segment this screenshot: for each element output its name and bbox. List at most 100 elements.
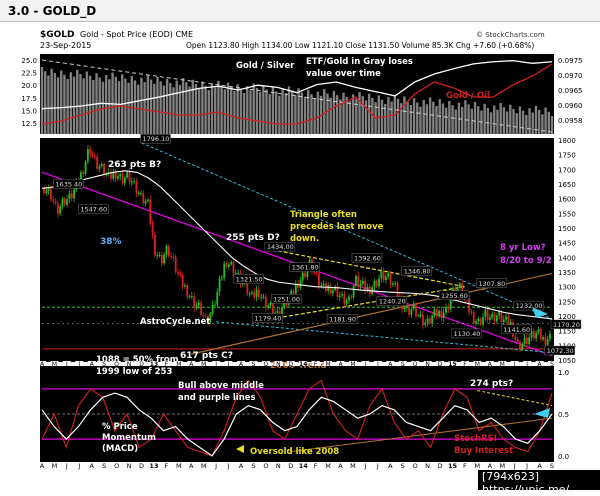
candle-body — [255, 289, 258, 298]
candle-body — [419, 314, 422, 316]
price-label-box — [438, 290, 470, 301]
candle-body — [408, 306, 410, 315]
candle-body — [126, 172, 129, 178]
price-label-box — [451, 328, 482, 339]
price-month-tick: O — [413, 361, 418, 368]
candle-body — [482, 316, 484, 325]
ratio-left-tick: 25.0 — [21, 57, 37, 65]
annotation-8yr-low: 8 yr Low? 8/20 to 9/2 — [500, 243, 552, 266]
annotation-astrocycle: AstroCycle.net — [140, 317, 210, 327]
month-tick-bg — [199, 361, 208, 366]
price-month-tick: F — [165, 361, 169, 368]
candle-body — [241, 283, 244, 285]
price-month-tick: S — [102, 361, 106, 368]
candle-body — [144, 200, 147, 204]
candle-body — [50, 188, 52, 200]
month-tick: S — [401, 462, 405, 470]
price-month-tick: A — [388, 361, 393, 368]
annotation-274-pts: 274 pts? — [470, 379, 513, 389]
month-tick: S — [102, 462, 106, 470]
month-tick-bg — [274, 361, 283, 366]
candle-body — [528, 337, 531, 344]
month-tick: J — [214, 462, 217, 470]
ratio-left-tick: 20.0 — [21, 82, 37, 90]
candle-body — [544, 337, 547, 345]
gold-oil-label: Gold / Oil — [446, 91, 490, 101]
price-label: 1181.90 — [329, 315, 356, 323]
candle-body — [415, 303, 417, 316]
candle-body — [251, 292, 253, 294]
candle-body — [475, 321, 477, 324]
price-label-box — [513, 300, 544, 311]
symbol-desc: Gold - Spot Price (EOD) CME — [80, 30, 193, 39]
candle-body — [525, 337, 528, 344]
price-month-tick: M — [326, 361, 331, 368]
watermark: [794x623] https://upic.me/ — [478, 470, 600, 496]
candle-body — [375, 280, 378, 287]
month-tick: S — [550, 462, 554, 470]
candle-body — [327, 285, 330, 291]
price-y-tick: 1600 — [558, 196, 576, 204]
candle-body — [70, 193, 73, 199]
month-tick-bg — [311, 361, 320, 366]
candle-body — [211, 304, 214, 314]
candle-body — [493, 314, 496, 322]
candle-body — [103, 163, 105, 175]
ratio-left-tick: 15.0 — [21, 107, 37, 115]
candle-body — [502, 319, 505, 322]
price-month-tick: O — [264, 361, 269, 368]
candle-body — [438, 310, 440, 317]
candle-body — [154, 234, 156, 256]
month-tick-bg — [224, 361, 233, 366]
price-month-tick: J — [364, 361, 367, 368]
month-tick: D — [288, 462, 293, 470]
month-tick: A — [40, 462, 45, 470]
candle-body — [468, 298, 471, 312]
candle-body — [86, 149, 89, 162]
candle-body — [345, 300, 348, 304]
price-month-tick: J — [525, 361, 528, 368]
candle-body — [519, 342, 521, 350]
month-tick-bg — [411, 361, 420, 366]
month-tick-bg — [149, 361, 158, 366]
momentum-yellow-line — [477, 390, 553, 407]
candle-body — [292, 290, 295, 294]
candle-body — [167, 245, 170, 257]
candle-body — [276, 311, 279, 313]
candle-body — [442, 312, 445, 319]
candle-body — [267, 305, 270, 308]
month-tick-bg — [324, 361, 333, 366]
month-tick: D — [139, 462, 144, 470]
candle-body — [225, 263, 228, 267]
window-title: 3.0 - GOLD_D — [0, 0, 600, 22]
candle-body — [318, 273, 320, 286]
momentum-y-tick: 0.5 — [558, 411, 569, 419]
candle-body — [352, 285, 355, 298]
annotation-2000-trend: 2000 Trend — [270, 361, 327, 371]
candle-body — [495, 315, 498, 322]
moving-average-line — [41, 170, 553, 320]
price-label-box — [351, 253, 383, 263]
candle-body — [216, 291, 219, 305]
price-label: 1392.60 — [354, 254, 381, 262]
price-label: 1232.00 — [516, 302, 543, 310]
month-tick: O — [263, 462, 268, 470]
price-month-tick: A — [239, 361, 244, 368]
month-tick-bg — [386, 361, 395, 366]
month-tick: 14 — [299, 462, 309, 470]
candle-body — [433, 309, 436, 316]
month-tick: M — [52, 462, 58, 470]
price-label-box — [252, 313, 283, 323]
month-tick-bg — [38, 361, 46, 366]
month-tick: D — [438, 462, 443, 470]
candle-body — [394, 282, 397, 284]
candle-body — [186, 285, 189, 297]
candle-body — [91, 154, 94, 156]
candle-body — [119, 173, 122, 177]
price-month-tick: J — [376, 361, 379, 368]
candle-body — [458, 283, 461, 288]
candle-body — [63, 198, 66, 205]
annotation-momentum: % Price Momentum (MACD) — [102, 422, 156, 454]
candle-body — [56, 202, 59, 214]
month-tick: A — [388, 462, 393, 470]
